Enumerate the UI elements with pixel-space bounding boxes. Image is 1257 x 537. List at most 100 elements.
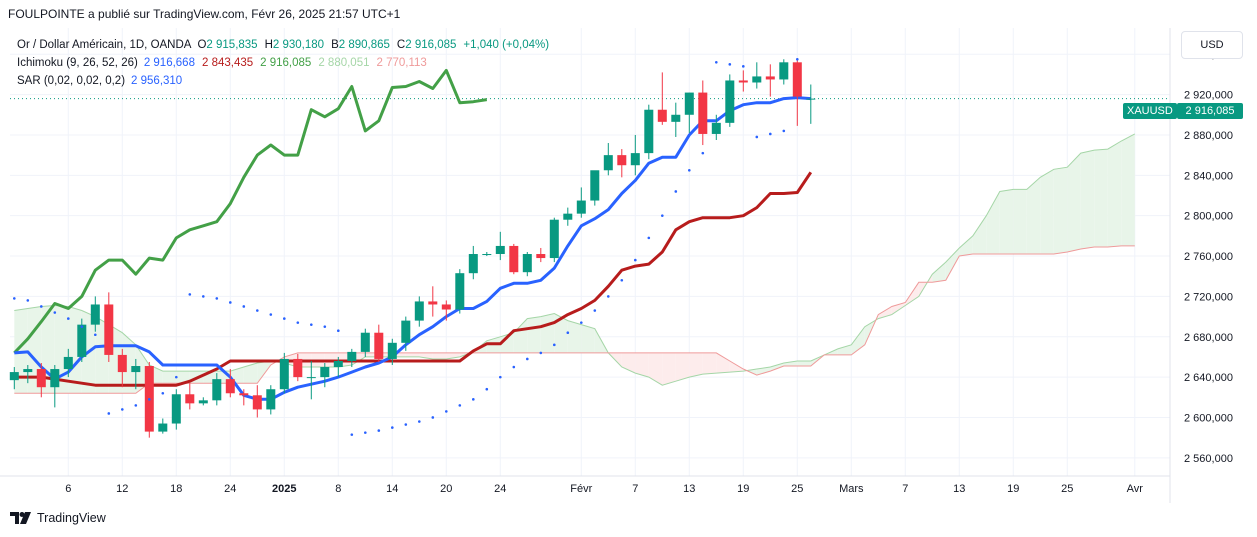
sar-dot <box>472 398 475 401</box>
candle-body <box>90 304 100 325</box>
cloud-segment <box>837 344 852 355</box>
candle <box>617 149 627 178</box>
legend-ichimoku-row[interactable]: Ichimoku (9, 26, 52, 26) 2 916,668 2 843… <box>17 54 556 72</box>
sar-dot <box>580 321 583 324</box>
sar-dot <box>607 295 610 298</box>
candle <box>455 269 465 314</box>
candle-body <box>9 372 19 381</box>
candle-body <box>684 92 694 115</box>
candle-body <box>509 245 519 273</box>
candle-body <box>711 122 721 134</box>
sar-dot <box>728 63 732 66</box>
candle <box>414 296 424 327</box>
sar-dot <box>593 309 597 312</box>
candle-body <box>657 109 667 122</box>
published-by-text: FOULPOINTE a publié sur TradingView.com,… <box>8 7 401 21</box>
legend-sar-row[interactable]: SAR (0,02, 0,02, 0,2) 2 956,310 <box>17 72 556 90</box>
symbol-price-tag: XAUUSD <box>1123 103 1177 119</box>
sar-dot <box>499 375 502 379</box>
tradingview-logo-icon <box>10 512 31 524</box>
sar-dot <box>148 398 151 401</box>
sar-dot <box>431 416 435 419</box>
candle <box>603 143 613 176</box>
candle-body <box>50 369 60 388</box>
sar-dot <box>634 258 637 262</box>
cloud-segment <box>567 320 582 353</box>
candle-body <box>752 76 762 83</box>
sar-dot <box>188 293 192 296</box>
sar-dot <box>674 190 678 193</box>
sar-dot <box>40 305 43 308</box>
currency-button[interactable]: USD <box>1181 31 1243 59</box>
time-tick-label: Mars <box>839 483 864 495</box>
candle <box>792 58 802 126</box>
price-axis[interactable]: 2 560,000 2 600,000 2 640,000 2 680,000 2 72… <box>1169 28 1233 503</box>
sar-dot <box>512 365 516 369</box>
cloud-segment <box>1121 133 1135 246</box>
sar-dot <box>229 301 232 304</box>
cloud-segment <box>513 318 528 353</box>
candle <box>495 231 505 261</box>
price-tick-label: 2 800,000 <box>1184 211 1233 223</box>
sar-dot <box>715 61 718 64</box>
cloud-segment <box>1026 177 1041 255</box>
time-tick-label: Févr <box>570 483 592 495</box>
cloud-segment <box>716 352 730 374</box>
candle <box>671 102 681 137</box>
sar-dot <box>121 408 124 411</box>
cloud-segment <box>257 360 271 384</box>
ichimoku-span-a-value: 2 880,051 <box>318 57 370 69</box>
time-tick-label: 19 <box>1007 483 1019 495</box>
candle-body <box>522 254 532 273</box>
candle <box>347 348 357 368</box>
price-tick-label: 2 920,000 <box>1184 90 1233 102</box>
cloud-segment <box>176 371 190 384</box>
sar-dot <box>566 331 570 335</box>
price-tick-label: 2 840,000 <box>1184 170 1233 182</box>
candle <box>239 389 249 406</box>
sar-dot <box>134 404 138 407</box>
cloud-segment <box>972 215 987 255</box>
time-tick-label: 24 <box>224 483 236 495</box>
candle-body <box>549 219 559 259</box>
candle-body <box>806 98 816 100</box>
sar-dot <box>620 278 624 282</box>
price-tick-label: 2 640,000 <box>1184 372 1233 384</box>
time-axis[interactable]: 6 12 18 24 2025 8 14 20 24 Févr 7 13 19 25 Mars 7 13 19 25… <box>0 475 1170 495</box>
candle <box>576 187 586 218</box>
candle-body <box>198 400 208 404</box>
candle <box>63 348 73 378</box>
candle <box>266 385 276 415</box>
sar-dot <box>701 151 705 155</box>
time-tick-label: 13 <box>953 483 965 495</box>
candle <box>185 383 195 410</box>
cloud-segment <box>702 352 717 375</box>
candle-body <box>333 360 343 368</box>
senkou-span-a-line <box>14 133 1136 386</box>
cloud-segment <box>1053 167 1068 255</box>
candle <box>23 365 33 384</box>
time-tick-label: 13 <box>683 483 695 495</box>
candle <box>50 365 60 408</box>
symbol-label: Or / Dollar Américain, 1D, OANDA <box>17 39 192 51</box>
sar-dot <box>175 375 178 379</box>
sar-dot <box>647 236 651 240</box>
candle <box>630 134 640 176</box>
candle-body <box>468 254 478 274</box>
candle-body <box>590 170 600 201</box>
sar-dot <box>742 65 745 68</box>
candle-body <box>77 324 87 357</box>
candle <box>198 397 208 406</box>
candle <box>806 84 816 124</box>
tradingview-brand[interactable]: TradingView <box>10 511 106 525</box>
candle <box>117 348 127 388</box>
price-tick-label: 2 880,000 <box>1184 130 1233 142</box>
price-chart[interactable]: 2 560,000 2 600,000 2 640,000 2 680,000 2 72… <box>0 28 1257 503</box>
candle <box>644 104 654 160</box>
candle-body <box>117 354 127 373</box>
cloud-segment <box>635 352 649 378</box>
time-tick-label: 12 <box>116 483 128 495</box>
cloud-segment <box>756 367 771 376</box>
cloud-segment <box>1080 150 1095 249</box>
